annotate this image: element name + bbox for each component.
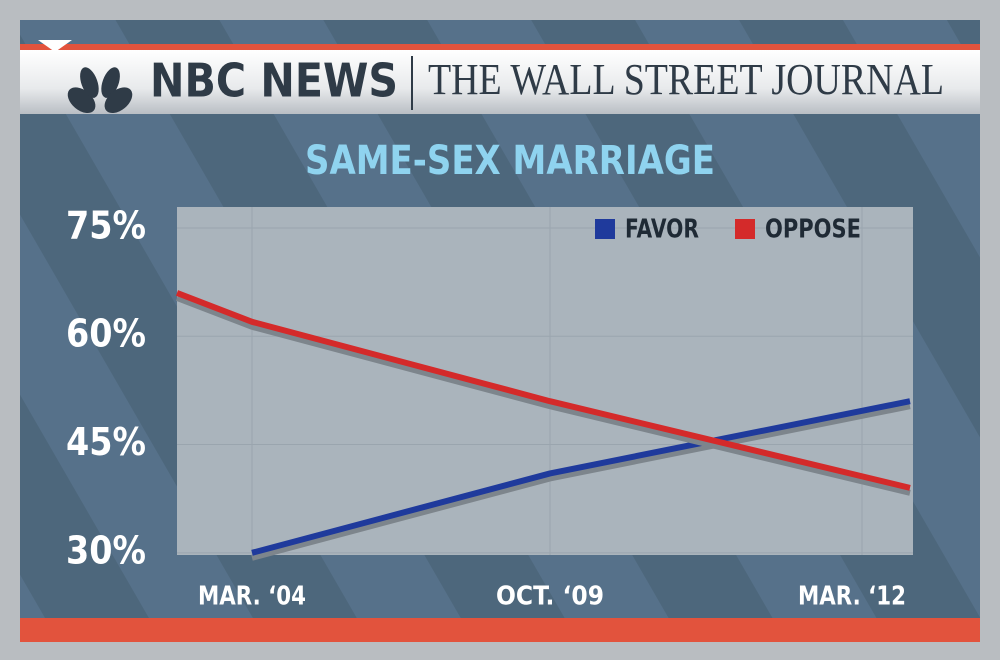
bottom-band xyxy=(20,618,980,642)
line-shadow xyxy=(251,403,911,561)
header-band xyxy=(20,50,980,114)
top-rule xyxy=(20,44,980,50)
y-tick-label: 45% xyxy=(66,420,146,464)
header-left: NBC NEWS xyxy=(150,54,398,108)
chart-title: SAME-SEX MARRIAGE xyxy=(305,138,715,184)
y-tick-label: 30% xyxy=(66,528,146,572)
x-tick-label: MAR. ‘04 xyxy=(198,582,306,612)
plot-area xyxy=(177,207,913,555)
y-tick-label: 60% xyxy=(66,312,146,356)
legend-label: OPPOSE xyxy=(765,215,861,245)
header-marker xyxy=(38,40,72,52)
header-right: THE WALL STREET JOURNAL xyxy=(428,55,944,104)
x-tick-label: MAR. ‘12 xyxy=(798,582,906,612)
peacock xyxy=(67,67,133,114)
legend-label: FAVOR xyxy=(625,215,699,245)
series-line xyxy=(175,290,911,491)
y-tick-label: 75% xyxy=(66,203,146,247)
line-shadow xyxy=(175,295,911,496)
x-tick-label: OCT. ‘09 xyxy=(496,582,604,612)
legend-swatch xyxy=(735,219,755,239)
series-line xyxy=(251,398,911,556)
legend-swatch xyxy=(595,219,615,239)
